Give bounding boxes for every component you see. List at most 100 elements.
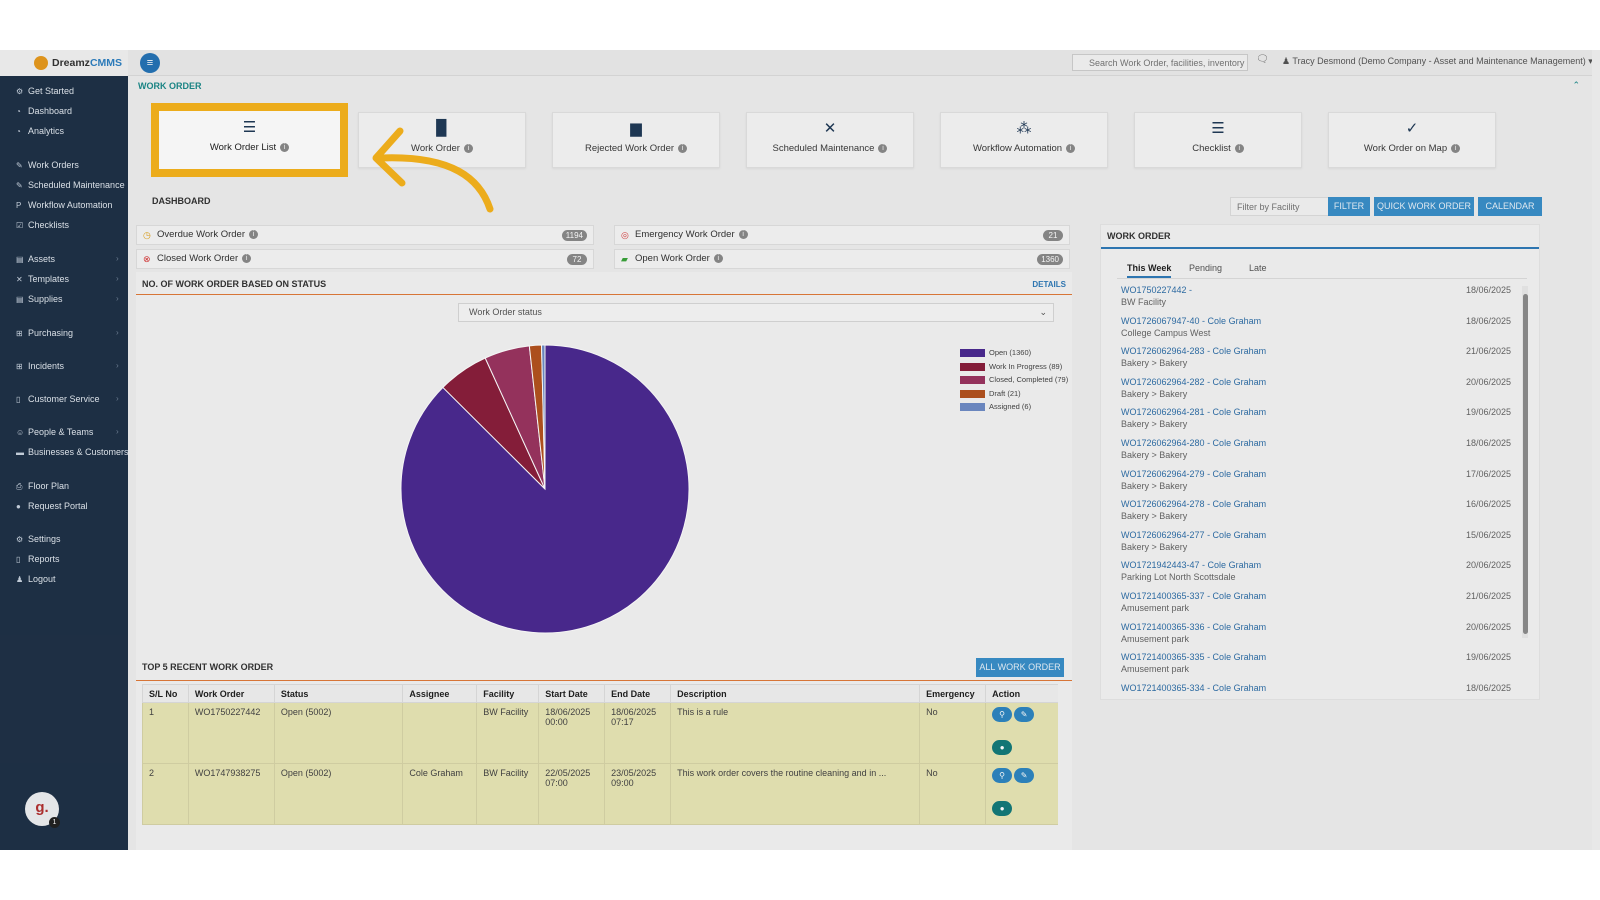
- sidebar-item-templates[interactable]: ✕ Templates ›: [16, 274, 119, 284]
- list-item[interactable]: WO1721400365-335 - Cole Graham Amusement …: [1121, 652, 1511, 682]
- sidebar-item-logout[interactable]: ♟ Logout: [16, 574, 56, 584]
- view-button[interactable]: ⚲: [992, 707, 1013, 722]
- edit-button[interactable]: ✎: [1014, 768, 1035, 783]
- search-input[interactable]: [1072, 54, 1248, 71]
- legend-item[interactable]: Open (1360): [960, 348, 1031, 358]
- work-order-link[interactable]: WO1726062964-277 - Cole Graham: [1121, 529, 1267, 540]
- details-link[interactable]: DETAILS: [1032, 280, 1066, 289]
- list-scrollbar-thumb[interactable]: [1523, 294, 1528, 634]
- column-header[interactable]: Facility: [476, 684, 540, 703]
- pie-slice[interactable]: [540, 344, 546, 490]
- chat-icon[interactable]: 🗨: [1256, 54, 1269, 65]
- list-item[interactable]: WO1726062964-283 - Cole Graham Bakery > B…: [1121, 346, 1511, 376]
- stat-emergency[interactable]: ◎ Emergency Work Order i 21: [614, 225, 1070, 245]
- sidebar-item-businesses-customers[interactable]: ▬ Businesses & Customers: [16, 447, 129, 457]
- column-header[interactable]: Start Date: [538, 684, 606, 703]
- sidebar-item-workflow-automation[interactable]: P Workflow Automation: [16, 200, 113, 210]
- list-item[interactable]: WO1721400365-337 - Cole Graham Amusement …: [1121, 591, 1511, 621]
- legend-item[interactable]: Draft (21): [960, 389, 1021, 398]
- column-header[interactable]: S/L No: [142, 684, 189, 703]
- sidebar-item-purchasing[interactable]: ⊞ Purchasing ›: [16, 328, 119, 338]
- tab-pending[interactable]: Pending: [1189, 263, 1223, 273]
- tile-work-order-on-map[interactable]: ✓ Work Order on Map i: [1328, 112, 1496, 168]
- page-scrollbar[interactable]: [1592, 50, 1600, 850]
- sidebar-item-get-started[interactable]: ⚙ Get Started: [16, 86, 75, 96]
- legend-item[interactable]: Assigned (6): [960, 402, 1031, 412]
- calendar-button[interactable]: CALENDAR: [1478, 197, 1542, 216]
- all-work-order-button[interactable]: ALL WORK ORDER: [976, 658, 1064, 677]
- work-order-link[interactable]: WO1721400365-337 - Cole Graham: [1121, 591, 1267, 601]
- list-item[interactable]: WO1726062964-277 - Cole Graham Bakery > B…: [1121, 530, 1511, 560]
- quick-work-order-button[interactable]: QUICK WORK ORDER: [1374, 197, 1474, 216]
- chevron-up-icon[interactable]: ⌃: [1572, 80, 1580, 90]
- sidebar-item-reports[interactable]: ▯ Reports: [16, 554, 60, 564]
- tile-workflow-automation[interactable]: ⁂ Workflow Automation i: [940, 112, 1108, 168]
- column-header[interactable]: Emergency: [919, 684, 987, 703]
- stat-open[interactable]: ▰ Open Work Order i 1360: [614, 249, 1070, 269]
- list-item[interactable]: WO1721400365-336 - Cole Graham Amusement …: [1121, 622, 1511, 652]
- column-header[interactable]: Assignee: [402, 684, 478, 703]
- work-order-link[interactable]: WO1721400365-334 - Cole Graham: [1121, 682, 1267, 693]
- menu-toggle-button[interactable]: ≡: [140, 53, 160, 73]
- work-order-link[interactable]: WO1726062964-280 - Cole Graham: [1121, 438, 1267, 448]
- work-order-link[interactable]: WO1721400365-335 - Cole Graham: [1121, 652, 1267, 663]
- list-item[interactable]: WO1726062964-282 - Cole Graham Bakery > B…: [1121, 377, 1511, 407]
- legend-item[interactable]: Closed, Completed (79): [960, 375, 1068, 385]
- facility-filter-input[interactable]: [1230, 197, 1342, 216]
- sidebar-item-floor-plan[interactable]: ⎙ Floor Plan: [16, 481, 70, 491]
- list-item[interactable]: WO1750227442 - BW Facility 18/06/2025: [1121, 285, 1511, 315]
- status-select[interactable]: Work Order status ⌄: [458, 303, 1054, 322]
- table-row[interactable]: 1 WO1750227442 Open (5002) BW Facility 18/06…: [142, 702, 1058, 764]
- list-item[interactable]: WO1726062964-280 - Cole Graham Bakery > B…: [1121, 438, 1511, 468]
- tile-checklist[interactable]: ☰ Checklist i: [1134, 112, 1302, 168]
- tab-late[interactable]: Late: [1249, 263, 1267, 273]
- list-item[interactable]: WO1721942443-47 - Cole Graham Parking Lot…: [1121, 560, 1511, 590]
- sidebar-item-work-orders[interactable]: ✎ Work Orders: [16, 160, 79, 170]
- list-item[interactable]: WO1726067947-40 - Cole Graham College Cam…: [1121, 316, 1511, 346]
- user-menu[interactable]: ♟ Tracy Desmond (Demo Company - Asset an…: [1282, 56, 1593, 66]
- tile-rejected-work-order[interactable]: ▆ Rejected Work Order i: [552, 112, 720, 168]
- comment-button[interactable]: ●: [992, 740, 1013, 755]
- work-order-link[interactable]: WO1726067947-40 - Cole Graham: [1121, 315, 1262, 326]
- table-row[interactable]: 2 WO1747938275 Open (5002) Cole Graham BW Fa…: [142, 763, 1058, 825]
- sidebar-item-incidents[interactable]: ⊞ Incidents ›: [16, 361, 119, 371]
- tile-work-order-list[interactable]: ☰ Work Order List i: [151, 103, 348, 177]
- sidebar-item-request-portal[interactable]: ● Request Portal: [16, 501, 88, 511]
- sidebar-item-checklists[interactable]: ☑ Checklists: [16, 220, 70, 230]
- column-header[interactable]: Work Order: [187, 684, 275, 703]
- sidebar-item-dashboard[interactable]: ◔ Dashboard: [16, 106, 73, 116]
- comment-button[interactable]: ●: [992, 801, 1013, 816]
- list-item[interactable]: WO1726062964-278 - Cole Graham Bakery > B…: [1121, 499, 1511, 529]
- tile-scheduled-maintenance[interactable]: ✕ Scheduled Maintenance i: [746, 112, 914, 168]
- sidebar-item-people-teams[interactable]: ☺ People & Teams ›: [16, 427, 119, 437]
- sidebar-item-assets[interactable]: ▤ Assets ›: [16, 254, 119, 264]
- work-order-link[interactable]: WO1721400365-336 - Cole Graham: [1121, 621, 1267, 632]
- work-order-link[interactable]: WO1726062964-282 - Cole Graham: [1121, 376, 1267, 387]
- column-header[interactable]: Action: [985, 684, 1058, 703]
- work-order-link[interactable]: WO1721942443-47 - Cole Graham: [1121, 560, 1262, 571]
- logo[interactable]: Dreamz CMMS: [0, 50, 128, 76]
- stat-closed[interactable]: ⊗ Closed Work Order i 72: [136, 249, 594, 269]
- list-item[interactable]: WO1726062964-279 - Cole Graham Bakery > B…: [1121, 469, 1511, 499]
- sidebar-item-customer-service[interactable]: ▯ Customer Service ›: [16, 394, 119, 404]
- sidebar-item-scheduled-maintenance[interactable]: ✎ Scheduled Maintenance: [16, 180, 125, 190]
- work-order-link[interactable]: WO1726062964-279 - Cole Graham: [1121, 468, 1267, 479]
- filter-button[interactable]: FILTER: [1328, 197, 1370, 216]
- legend-item[interactable]: Work In Progress (89): [960, 362, 1062, 371]
- sidebar-item-settings[interactable]: ⚙ Settings: [16, 534, 61, 544]
- work-order-link[interactable]: WO1726062964-283 - Cole Graham: [1121, 346, 1267, 357]
- stat-overdue[interactable]: ◷ Overdue Work Order i 1194: [136, 225, 594, 245]
- work-order-link[interactable]: WO1750227442 -: [1121, 285, 1193, 295]
- work-order-link[interactable]: WO1726062964-278 - Cole Graham: [1121, 499, 1267, 510]
- view-button[interactable]: ⚲: [992, 768, 1013, 783]
- sidebar-item-analytics[interactable]: ◔ Analytics: [16, 126, 65, 136]
- work-order-link[interactable]: WO1726062964-281 - Cole Graham: [1121, 407, 1267, 418]
- list-item[interactable]: WO1721400365-334 - Cole Graham 18/06/2025: [1121, 683, 1511, 713]
- list-item[interactable]: WO1726062964-281 - Cole Graham Bakery > B…: [1121, 407, 1511, 437]
- column-header[interactable]: Status: [273, 684, 404, 703]
- column-header[interactable]: Description: [670, 684, 921, 703]
- edit-button[interactable]: ✎: [1014, 707, 1035, 722]
- sidebar-item-supplies[interactable]: ▤ Supplies ›: [16, 294, 119, 304]
- column-header[interactable]: End Date: [604, 684, 672, 703]
- tab-this-week[interactable]: This Week: [1127, 263, 1172, 278]
